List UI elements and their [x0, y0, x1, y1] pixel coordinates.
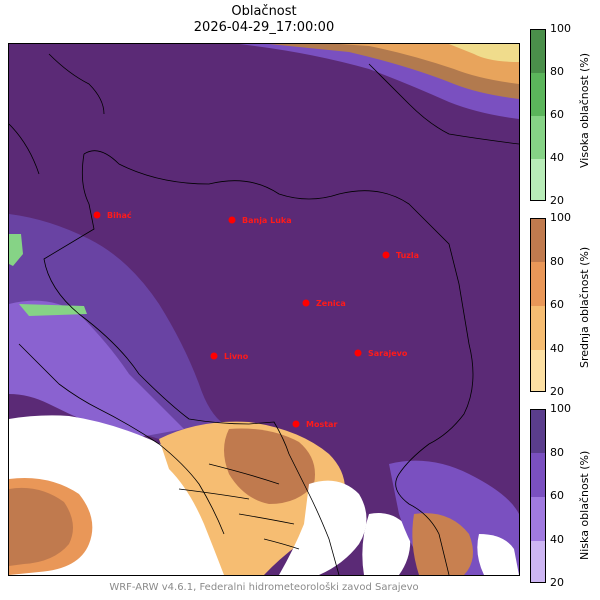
colorbar-segment	[531, 116, 545, 159]
city-tuzla: Tuzla	[382, 251, 419, 260]
footer-credit: WRF-ARW v4.6.1, Federalni hidrometeorolo…	[109, 582, 419, 593]
city-livno: Livno	[210, 352, 249, 361]
tick-label: 60	[550, 108, 564, 121]
city-label: Banja Luka	[242, 216, 292, 225]
tick-label: 80	[550, 255, 564, 268]
tick-label: 40	[550, 533, 564, 546]
colorbar-low-label: Niska oblačnost (%)	[578, 450, 591, 560]
city-marker	[354, 349, 362, 357]
city-label: Tuzla	[396, 251, 419, 260]
city-banja-luka: Banja Luka	[228, 216, 292, 225]
colorbar-segment	[531, 350, 545, 391]
colorbar-mid-label: Srednja oblačnost (%)	[578, 246, 591, 368]
tick-label: 60	[550, 298, 564, 311]
tick-label: 40	[550, 151, 564, 164]
colorbar-segment	[531, 262, 545, 306]
clear-sky-coast-2	[362, 513, 411, 575]
tick-label: 100	[550, 22, 571, 35]
colorbar-segment	[531, 541, 545, 582]
colorbar-high	[530, 29, 546, 201]
colorbar-high-label: Visoka oblačnost (%)	[578, 52, 591, 168]
city-marker	[292, 420, 300, 428]
west-high-cloud	[9, 234, 23, 266]
tick-label: 40	[550, 342, 564, 355]
city-label: Livno	[224, 352, 249, 361]
tick-label: 100	[550, 402, 571, 415]
coastal-mid-cloud-core	[224, 428, 315, 504]
se-clear	[477, 534, 519, 575]
colorbar-segment	[531, 410, 545, 453]
colorbar-segment	[531, 497, 545, 541]
cloud-map: Bihać Banja Luka Tuzla Zenica Livno Sara…	[8, 43, 520, 576]
tick-label: 100	[550, 211, 571, 224]
city-label: Zenica	[316, 299, 346, 308]
west-high-cloud-2	[19, 304, 87, 316]
tick-label: 80	[550, 65, 564, 78]
borders	[9, 53, 519, 575]
map-title: Oblačnost	[231, 4, 297, 19]
city-marker	[210, 352, 218, 360]
tick-label: 20	[550, 385, 564, 398]
map-datetime: 2026-04-29_17:00:00	[193, 20, 335, 35]
city-label: Mostar	[306, 420, 337, 429]
clear-sky-coast	[279, 480, 367, 575]
city-zenica: Zenica	[302, 299, 346, 308]
city-sarajevo: Sarajevo	[354, 349, 408, 358]
west-low-cloud-2	[9, 300, 184, 439]
city-bihac: Bihać	[93, 210, 132, 220]
city-label: Bihać	[107, 210, 132, 220]
city-marker	[302, 299, 310, 307]
colorbar-segment	[531, 159, 545, 200]
colorbar-low	[530, 409, 546, 583]
sw-mid-cloud-core	[9, 487, 73, 566]
colorbar-mid	[530, 218, 546, 392]
se-mid-cloud	[412, 513, 473, 575]
city-marker	[228, 216, 236, 224]
city-marker	[93, 211, 101, 219]
city-marker	[382, 251, 390, 259]
colorbar-segment	[531, 453, 545, 497]
colorbar-segment	[531, 30, 545, 73]
tick-label: 20	[550, 194, 564, 207]
colorbar-segment	[531, 219, 545, 262]
colorbar-segment	[531, 73, 545, 116]
ne-high-cloud	[449, 44, 519, 62]
tick-label: 20	[550, 576, 564, 589]
city-label: Sarajevo	[368, 349, 408, 358]
city-mostar: Mostar	[292, 420, 337, 429]
map-svg: Bihać Banja Luka Tuzla Zenica Livno Sara…	[9, 44, 519, 575]
colorbar-segment	[531, 306, 545, 350]
tick-label: 60	[550, 489, 564, 502]
tick-label: 80	[550, 446, 564, 459]
